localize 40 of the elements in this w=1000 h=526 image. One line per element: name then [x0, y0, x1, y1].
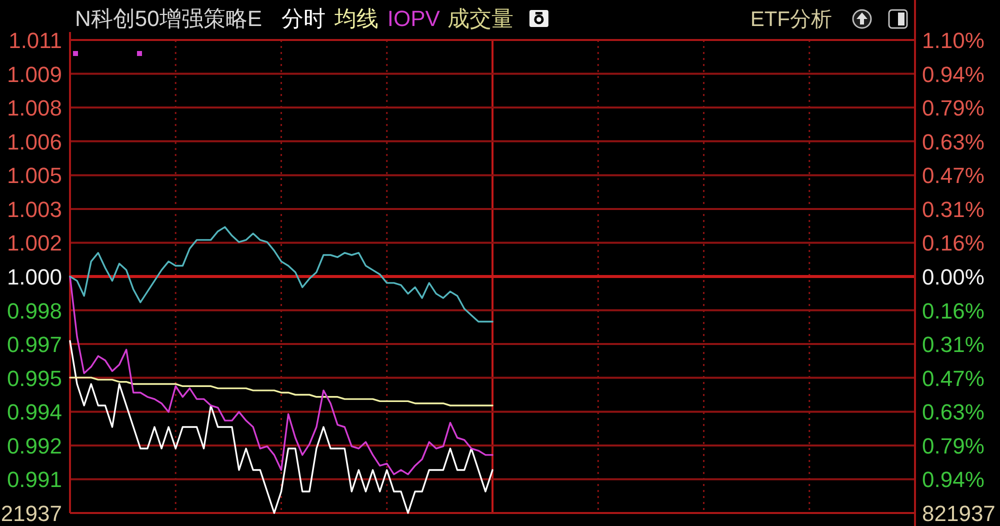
line-series — [69, 276, 494, 476]
y2-tick-label: 0.94% — [922, 466, 984, 492]
y-tick-label: 1.011 — [8, 28, 62, 52]
y2-tick-label: 0.63% — [922, 399, 984, 424]
y-tick-label: 0.995 — [6, 365, 62, 390]
y2-tick-label: 0.16% — [922, 298, 984, 323]
y2-tick-label: 0.31% — [922, 332, 984, 357]
y2-tick-label: 1.10% — [922, 28, 984, 52]
line-series — [69, 226, 494, 322]
y-tick-label: 1.008 — [6, 95, 62, 120]
y2-tick-label: 0.63% — [922, 128, 984, 154]
y2-tick-label: 0.16% — [922, 230, 984, 256]
text: IOPV — [387, 6, 440, 31]
chart-title: N科创50增强策略E — [75, 6, 262, 31]
text: 成交量 — [447, 6, 514, 31]
y-tick-label: 0.997 — [6, 332, 62, 357]
y-tick-label: 0.991 — [6, 466, 62, 492]
y-tick-label: 1.002 — [6, 230, 62, 256]
y-tick-label: 0.992 — [6, 432, 62, 458]
y-tick-label: 1.009 — [6, 61, 62, 86]
y-tick-label: 1.006 — [6, 128, 62, 154]
y-tick-label: 1.000 — [6, 264, 62, 289]
y-tick-label: 0.998 — [6, 298, 62, 323]
y2-tick-label: 0.79% — [922, 95, 984, 120]
y2-tick-label: 0.47% — [922, 162, 984, 188]
text: 分时 — [281, 6, 326, 31]
y2-tick-label: 0.47% — [922, 365, 984, 390]
y-tick-label: 1.003 — [6, 196, 62, 222]
text: 821937 — [922, 500, 996, 526]
y2-tick-label: 0.94% — [922, 61, 984, 86]
y-tick-label: 0.994 — [6, 399, 62, 424]
line-series — [69, 340, 494, 514]
y2-tick-label: 0.00% — [922, 264, 984, 289]
text: ETF分析 — [750, 8, 832, 31]
y2-tick-label: 0.31% — [922, 196, 984, 222]
y-tick-label: 1.005 — [6, 162, 62, 188]
y2-tick-label: 0.79% — [922, 432, 984, 458]
text: 均线 — [333, 6, 378, 31]
line-series — [69, 376, 494, 406]
text: 21937 — [0, 500, 62, 526]
